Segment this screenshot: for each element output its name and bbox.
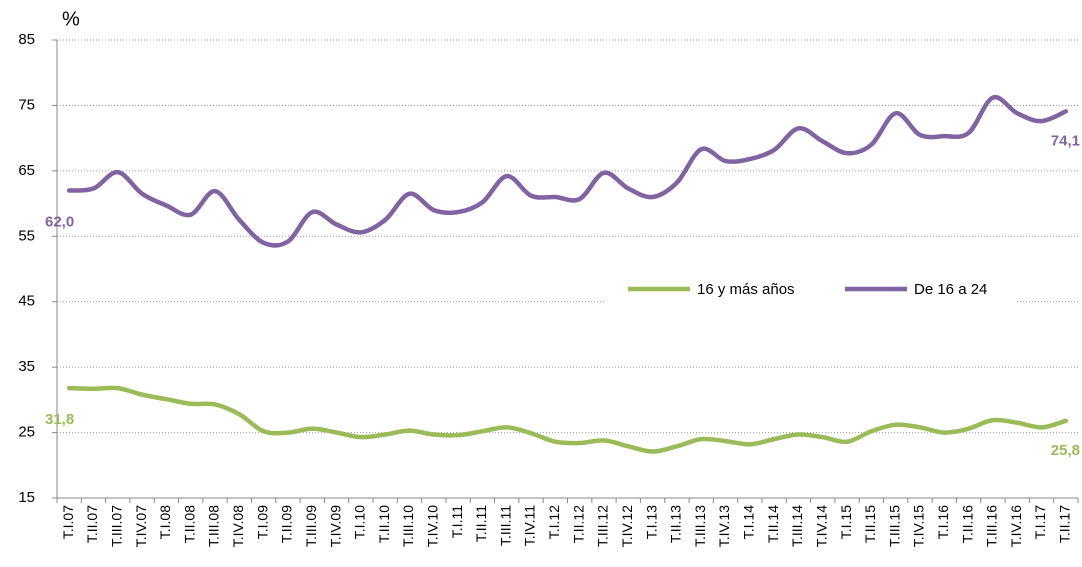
start-label: 62,0 <box>45 213 74 230</box>
y-tick-label: 75 <box>18 96 35 113</box>
x-tick-label: T.I.13 <box>643 505 659 539</box>
x-tick-label: T.I.17 <box>1032 505 1048 539</box>
x-tick-label: T.III.13 <box>692 505 708 547</box>
x-tick-label: T.II.11 <box>473 505 489 542</box>
x-tick-label: T.III.11 <box>497 505 513 546</box>
series-line <box>66 385 1069 454</box>
x-tick-label: T.III.09 <box>303 505 319 547</box>
x-tick-label: T.II.17 <box>1057 505 1073 543</box>
x-tick-label: T.IV.13 <box>716 505 732 548</box>
x-tick-label: T.IV.12 <box>619 505 635 548</box>
x-tick-label: T.II.15 <box>862 505 878 543</box>
x-tick-label: T.IV.08 <box>230 505 246 548</box>
x-tick-label: T.I.09 <box>254 505 270 539</box>
x-tick-label: T.I.11 <box>449 505 465 538</box>
x-tick-label: T.IV.07 <box>133 505 149 548</box>
x-tick-label: T.II.14 <box>765 505 781 543</box>
x-tick-label: T.I.12 <box>546 505 562 539</box>
x-tick-label: T.III.12 <box>595 505 611 547</box>
x-tick-label: T.II.07 <box>84 505 100 543</box>
x-tick-label: T.II.09 <box>279 505 295 543</box>
x-tick-label: T.IV.10 <box>425 505 441 548</box>
y-tick-label: 65 <box>18 162 35 179</box>
y-tick-label: 45 <box>18 293 35 310</box>
x-tick-label: T.III.14 <box>789 505 805 547</box>
legend: 16 y más años De 16 a 24 <box>605 272 1017 306</box>
legend-label: 16 y más años <box>697 281 795 298</box>
x-tick-label: T.IV.09 <box>327 505 343 548</box>
x-tick-label: T.II.10 <box>376 505 392 543</box>
y-tick-label: 25 <box>18 424 35 441</box>
x-tick-label: T.I.07 <box>60 505 76 539</box>
x-tick-label: T.IV.16 <box>1008 505 1024 548</box>
end-label: 74,1 <box>1051 132 1080 149</box>
x-tick-label: T.I.08 <box>157 505 173 539</box>
series-line <box>66 94 1069 248</box>
x-tick-label: T.I.10 <box>352 505 368 539</box>
legend-label: De 16 a 24 <box>914 281 987 298</box>
x-tick-label: T.III.07 <box>108 505 124 547</box>
y-tick-label: 15 <box>18 489 35 506</box>
x-tick-label: T.II.12 <box>570 505 586 543</box>
x-tick-label: T.III.10 <box>400 505 416 547</box>
x-tick-label: T.IV.14 <box>813 505 829 548</box>
x-tick-label: T.II.08 <box>181 505 197 543</box>
x-tick-label: T.I.14 <box>741 505 757 539</box>
x-tick-label: T.III.16 <box>984 505 1000 547</box>
x-tick-label: T.I.16 <box>935 505 951 539</box>
x-tick-label: T.II.13 <box>668 505 684 543</box>
x-tick-label: T.III.08 <box>206 505 222 547</box>
y-tick-label: 35 <box>18 358 35 375</box>
y-tick-label: 55 <box>18 227 35 244</box>
x-tick-label: T.I.15 <box>838 505 854 539</box>
x-tick-label: T.III.15 <box>886 505 902 547</box>
x-tick-label: T.IV.15 <box>911 505 927 548</box>
x-tick-label: T.IV.11 <box>522 505 538 546</box>
y-axis-label: % <box>62 8 80 30</box>
start-label: 31,8 <box>45 411 74 428</box>
end-label: 25,8 <box>1051 442 1080 459</box>
x-tick-label: T.II.16 <box>959 505 975 543</box>
y-tick-label: 85 <box>18 31 35 48</box>
